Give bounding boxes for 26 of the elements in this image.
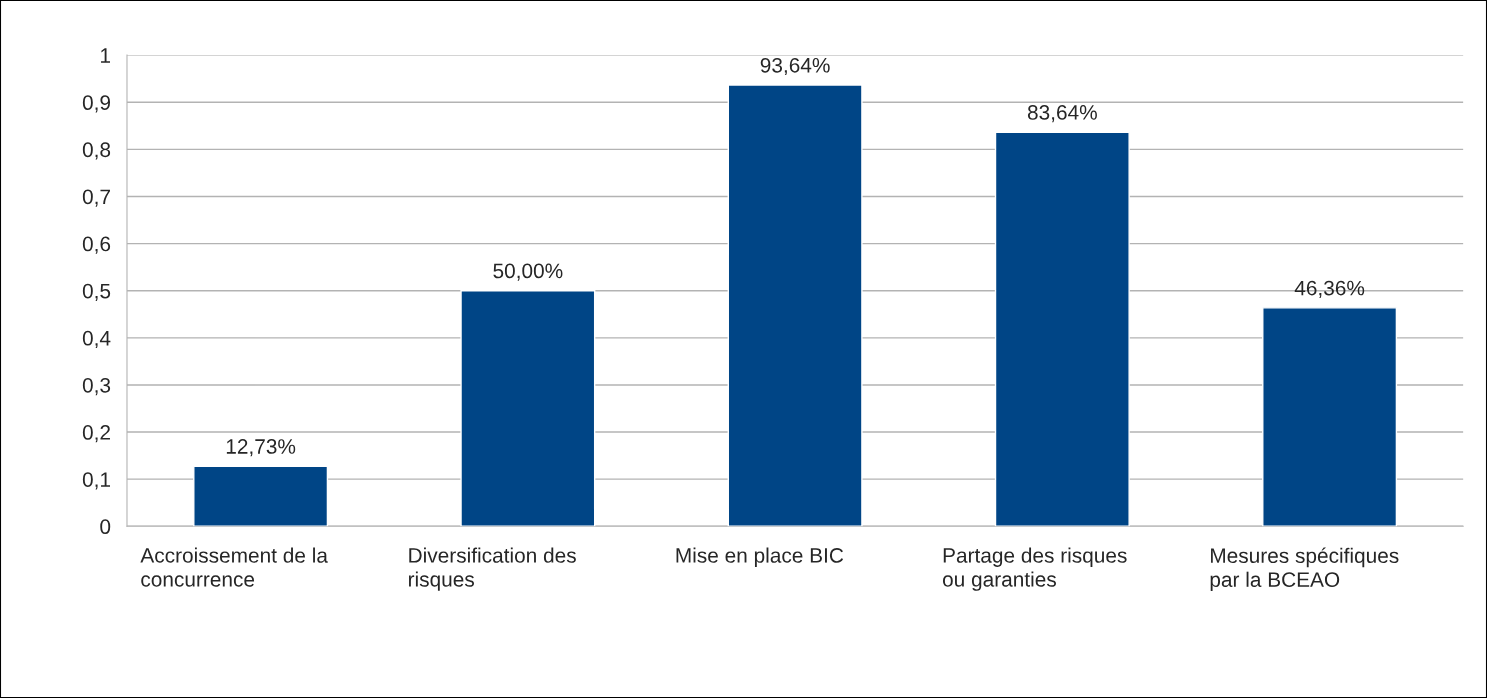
bar xyxy=(994,131,1130,527)
data-label: 46,36% xyxy=(1294,280,1365,298)
y-tick-label: 0,9 xyxy=(82,95,111,113)
y-tick-label: 0,1 xyxy=(82,472,110,490)
y-tick-label: 0,2 xyxy=(82,425,110,443)
y-tick-label: 0,3 xyxy=(82,377,111,396)
y-tick-label: 0,4 xyxy=(82,330,111,349)
y-tick-label: 0,6 xyxy=(82,236,111,254)
y-tick-label: 0,7 xyxy=(82,189,110,207)
bar xyxy=(727,84,863,527)
bar xyxy=(460,290,596,527)
x-tick-label: Diversification des risques xyxy=(408,547,576,591)
y-tick-label: 1 xyxy=(101,48,110,63)
data-label: 83,64% xyxy=(1027,105,1097,123)
y-tick-label: 0,5 xyxy=(82,283,111,301)
x-tick-label: Partage des risques ou garanties xyxy=(942,547,1127,591)
data-label: 50,00% xyxy=(493,263,563,281)
y-tick-label: 0,8 xyxy=(82,142,111,160)
x-tick-label: Mise en place BIC xyxy=(676,547,844,567)
x-tick-label: Accroissement de la concurrence xyxy=(140,547,328,587)
data-label: 93,64% xyxy=(760,57,830,76)
y-tick-label: 0 xyxy=(100,519,111,535)
bar xyxy=(1262,307,1398,527)
bar xyxy=(193,465,329,527)
x-tick-label: Mesures spécifiques par la BCEAO xyxy=(1210,547,1399,592)
data-label: 12,73% xyxy=(226,439,296,457)
